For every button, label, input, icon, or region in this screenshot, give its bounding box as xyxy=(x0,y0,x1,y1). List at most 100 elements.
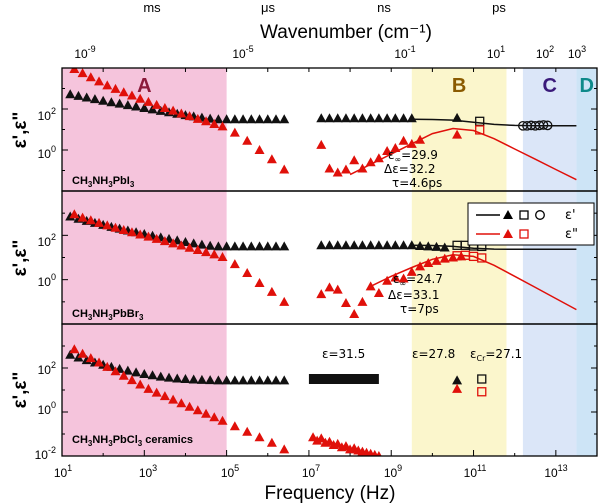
eps-inf-label: ε∞=29.9 xyxy=(388,148,438,164)
eps-real-point xyxy=(398,113,409,123)
eps-imag-point xyxy=(126,90,137,100)
eps-imag-point xyxy=(217,415,228,425)
eps-imag-open-square xyxy=(475,125,485,135)
eps-imag-point xyxy=(94,76,105,86)
eps-imag-point xyxy=(151,99,162,109)
eps-imag-point xyxy=(201,116,212,126)
eps-imag-point xyxy=(201,247,212,257)
eps-real-point xyxy=(439,242,450,252)
time-label-ps: ps xyxy=(492,0,506,15)
eps-imag-point xyxy=(168,105,179,115)
eps-real-point xyxy=(246,114,257,124)
time-label-ms: ms xyxy=(143,0,161,15)
sample-label-mapbcl3: CH3NH3PbCl3 ceramics xyxy=(72,434,193,448)
eps-imag-point xyxy=(110,222,121,232)
eps-imag-point xyxy=(340,164,351,174)
fit-params-mapbbr3: ε∞=24.7 Δε=33.1 τ=7ps xyxy=(388,272,443,316)
eps-real-point xyxy=(246,375,257,385)
bottom-tick-label: 1013 xyxy=(544,463,567,480)
bottom-tick-label: 103 xyxy=(139,463,157,480)
eps-real-point xyxy=(196,239,207,249)
eps-imag-point xyxy=(209,249,220,259)
eps-imag-point xyxy=(126,375,137,385)
eps-imag-point xyxy=(340,297,351,307)
x-axis-title: Frequency (Hz) xyxy=(265,483,396,503)
eps-imag-point xyxy=(229,259,240,269)
region-label-a: A xyxy=(137,75,151,97)
eps-imag-point xyxy=(452,129,463,139)
eps-real-point xyxy=(271,375,281,385)
eps-imag-point xyxy=(415,261,426,271)
y-tick-labels-panel-3: 102 100 10-2 xyxy=(35,360,56,462)
eps-real-point xyxy=(122,100,133,110)
delta-eps-label: Δε=32.2 xyxy=(384,162,435,176)
eps-real-point xyxy=(196,374,207,384)
eps-imag-point xyxy=(94,217,105,227)
eps-real-point xyxy=(172,373,183,383)
eps-imag-point xyxy=(242,135,253,145)
eps-imag-point xyxy=(382,275,393,285)
eps-imag-point xyxy=(110,83,121,93)
eps-imag-point xyxy=(159,391,170,401)
eps-real-point xyxy=(349,240,360,250)
eps-real-point xyxy=(221,114,232,124)
eps-imag-point xyxy=(184,111,195,121)
eps-real-point xyxy=(262,114,273,124)
eps-imag-point xyxy=(151,233,162,243)
eps-imag-open-square xyxy=(477,253,487,263)
eps-real-point xyxy=(373,113,384,123)
eps-imag-point xyxy=(176,398,187,408)
legend-circle-real xyxy=(535,210,545,220)
eps-real-point xyxy=(147,104,158,114)
eps-imag-point xyxy=(192,244,203,254)
eps-real-point xyxy=(229,375,240,385)
tau-label: τ=4.6ps xyxy=(392,176,442,190)
eps-real-point xyxy=(316,113,327,123)
eps-real-point xyxy=(349,113,360,123)
legend-label-imag: ε" xyxy=(565,227,578,242)
legend: ε' ε" xyxy=(467,202,595,246)
eps-imag-point xyxy=(371,449,379,456)
eps-imag-point xyxy=(184,401,195,411)
legend-square-real xyxy=(519,210,529,220)
delta-eps-label: Δε=33.1 xyxy=(388,288,439,302)
eps-imag-point xyxy=(365,157,376,167)
eps-real-point xyxy=(81,92,92,102)
eps-imag-point xyxy=(390,142,401,152)
eps-real-point xyxy=(221,241,232,251)
y-tick-label: 10-2 xyxy=(35,445,56,462)
eps-imag-point xyxy=(201,408,212,418)
eps-imag-point xyxy=(349,309,360,319)
eps-imag-point xyxy=(373,153,384,163)
top-tick-label: 10-5 xyxy=(232,44,253,61)
y-axis-label-panel-3: ε',ε" xyxy=(10,372,31,409)
eps-imag-point xyxy=(217,121,228,131)
eps-imag-point xyxy=(452,383,463,393)
panel-mapbbr3-data xyxy=(65,209,577,319)
eps-real-point xyxy=(324,240,335,250)
eps-imag-point xyxy=(85,353,96,363)
eps-imag-point xyxy=(316,139,327,149)
eps-imag-point xyxy=(176,108,187,118)
y-tick-label: 102 xyxy=(38,232,56,249)
eps-imag-point xyxy=(102,80,113,90)
eps-imag-point xyxy=(316,433,327,443)
time-label-us: μs xyxy=(261,0,275,15)
eps-imag-point xyxy=(69,209,80,219)
eps-imag-point xyxy=(159,236,170,246)
eps-imag-point xyxy=(316,289,327,299)
eps-real-point xyxy=(114,98,125,108)
eps-imag-point xyxy=(85,215,96,225)
tau-label: τ=7ps xyxy=(400,302,439,316)
eps-real-point xyxy=(139,102,150,112)
eps-real-point xyxy=(332,113,343,123)
eps-real-point xyxy=(188,374,199,384)
eps-imag-point xyxy=(77,212,88,222)
eps-imag-point xyxy=(168,238,179,248)
eps-real-point xyxy=(373,240,384,250)
eps-real-point xyxy=(73,90,84,100)
eps-imag-point xyxy=(184,242,195,252)
eps-imag-point xyxy=(135,379,146,389)
y-tick-label: 102 xyxy=(38,106,56,123)
eps-real-point xyxy=(213,114,224,124)
